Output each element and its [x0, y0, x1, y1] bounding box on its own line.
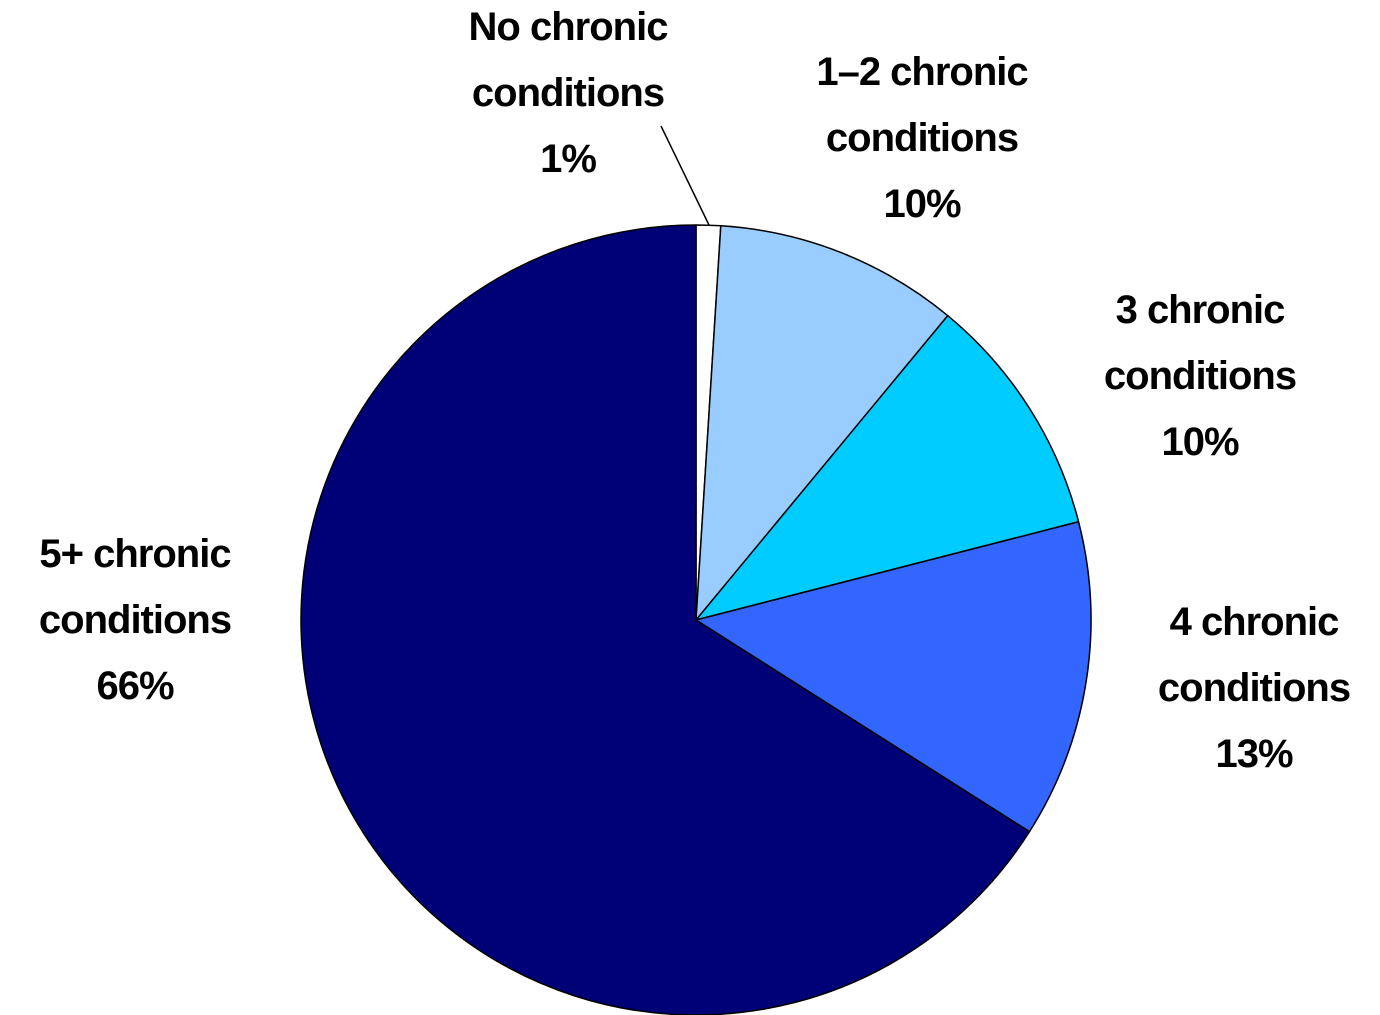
leader-line — [660, 125, 710, 226]
slice-name-line: 4 chronic — [1170, 600, 1340, 644]
slice-label-0: No chronic conditions 1% — [469, 5, 669, 181]
slice-value-label: 10% — [1161, 420, 1238, 464]
slice-label-1: 1–2 chronic conditions 10% — [816, 50, 1028, 226]
pie-labels: No chronic conditions 1% 1–2 chronic conditi… — [39, 5, 1351, 776]
slice-value-label: 66% — [96, 664, 173, 708]
slice-name-line: conditions — [826, 116, 1018, 160]
slice-name-line: 5+ chronic — [39, 532, 231, 576]
pie-slice-2 — [695, 314, 1080, 621]
slice-value-label: 1% — [540, 137, 596, 181]
slice-label-4: 5+ chronic conditions 66% — [39, 532, 231, 708]
slice-value-label: 10% — [883, 182, 960, 226]
slice-name-line: No chronic — [469, 5, 669, 49]
pie-slice-4 — [300, 224, 1031, 1015]
pie-slice-1 — [695, 225, 949, 621]
pie-slices — [300, 224, 1092, 1015]
slice-value-label: 13% — [1215, 732, 1292, 776]
slice-name-line: 1–2 chronic — [816, 50, 1028, 94]
slice-name-line: conditions — [472, 71, 664, 115]
slice-name-line: conditions — [1104, 354, 1296, 398]
slice-name-line: conditions — [39, 598, 231, 642]
slice-label-3: 4 chronic conditions 13% — [1158, 600, 1350, 776]
slice-name-line: 3 chronic — [1116, 288, 1286, 332]
slice-name-line: conditions — [1158, 666, 1350, 710]
pie-slice-3 — [695, 521, 1092, 833]
slice-label-2: 3 chronic conditions 10% — [1104, 288, 1296, 464]
